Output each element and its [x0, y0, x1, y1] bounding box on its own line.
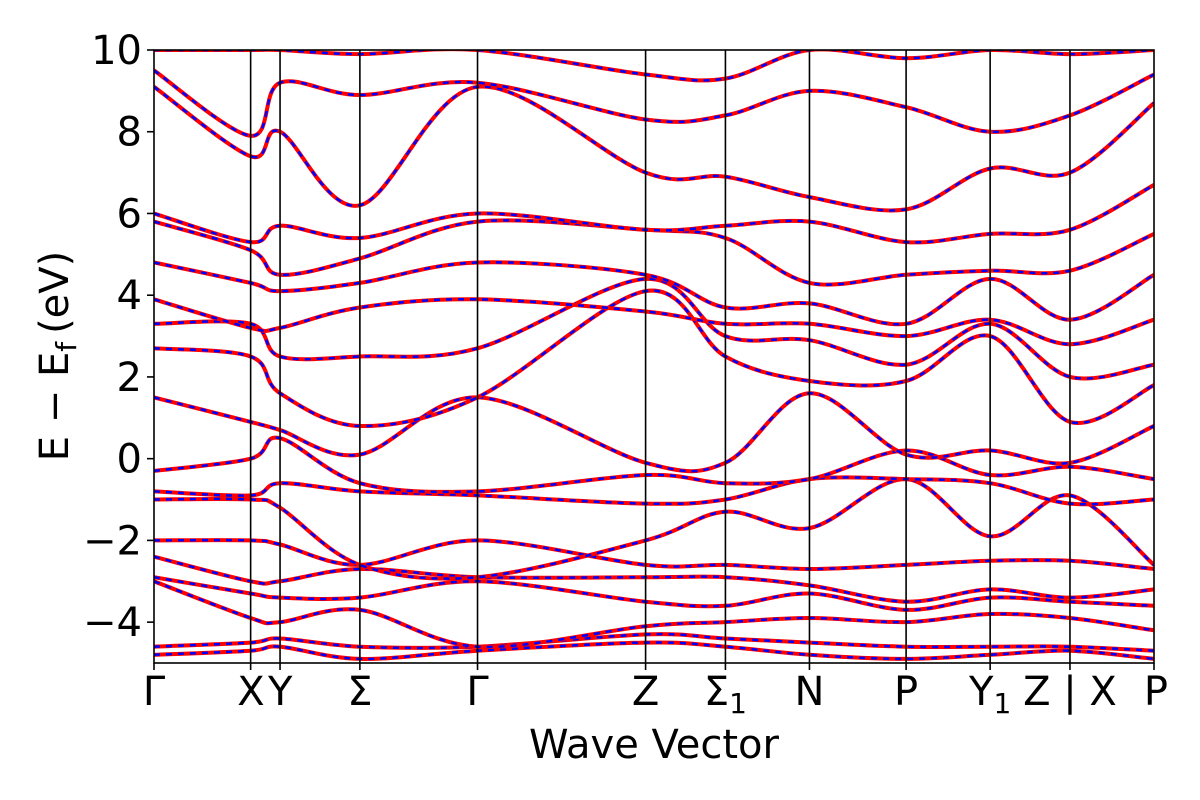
y-tick-label: −2 — [83, 518, 142, 564]
y-axis-ticks: −4 −2 0 2 4 6 8 10 — [83, 28, 154, 646]
band-16-blue-dashed-line — [154, 183, 1154, 244]
y-axis-label-unit: (eV) — [32, 251, 78, 334]
band-12-blue-dashed-line — [154, 277, 1154, 380]
x-tick-label: Y1 — [968, 669, 1011, 720]
band-10-red-line — [154, 391, 1154, 474]
band-13-red-line — [154, 297, 1154, 347]
band-13-blue-dashed-line — [154, 297, 1154, 346]
band-lines — [154, 50, 1154, 661]
x-tick-label: Z — [632, 669, 659, 715]
band-4-red-line — [154, 575, 1154, 612]
x-tick-label: P — [894, 669, 918, 715]
x-tick-label: X — [237, 669, 264, 715]
x-tick-label: Y — [267, 669, 293, 715]
band-5-blue-dashed-line — [154, 555, 1154, 603]
band-19-red-line — [154, 50, 1154, 83]
band-8-blue-dashed-line — [154, 476, 1154, 506]
x-tick-label: Σ1 — [704, 669, 747, 720]
x-axis-ticks: Γ X Y Σ Γ Z Σ1 N P Y1 Z | X P — [143, 663, 1168, 720]
plot-frame — [153, 49, 1155, 664]
band-2-blue-dashed-line — [154, 632, 1154, 652]
band-18-red-line — [154, 68, 1154, 138]
y-tick-label: 2 — [117, 355, 142, 401]
y-tick-label: 4 — [117, 273, 142, 319]
x-axis-label: Wave Vector — [529, 722, 780, 768]
band-7-blue-dashed-line — [154, 477, 1154, 580]
y-axis-label: E − Ef (eV) — [32, 251, 83, 462]
band-8-red-line — [154, 475, 1154, 507]
y-axis-label-subscript: f — [50, 341, 83, 352]
y-tick-label: 10 — [91, 28, 142, 74]
x-tick-label: P — [1144, 669, 1168, 715]
y-tick-label: 6 — [117, 191, 142, 237]
x-tick-label: Σ — [347, 669, 372, 715]
band-17-red-line — [154, 84, 1154, 213]
y-tick-label: −4 — [83, 600, 142, 646]
x-tick-label: Γ — [143, 669, 166, 715]
y-tick-label: 0 — [117, 437, 142, 483]
band-4-blue-dashed-line — [154, 575, 1154, 612]
y-tick-label: 8 — [117, 110, 142, 156]
x-tick-label: Γ — [466, 669, 489, 715]
y-axis-label-main: E − E — [32, 352, 78, 462]
high-symmetry-lines — [249, 50, 1071, 663]
band-18-blue-dashed-line — [154, 69, 1154, 138]
band-5-red-line — [154, 554, 1154, 604]
x-tick-label: Z | X — [1023, 669, 1117, 715]
band-12-red-line — [154, 276, 1154, 381]
band-17-blue-dashed-line — [154, 85, 1154, 212]
x-tick-label: N — [795, 669, 825, 715]
band-10-blue-dashed-line — [154, 392, 1154, 473]
